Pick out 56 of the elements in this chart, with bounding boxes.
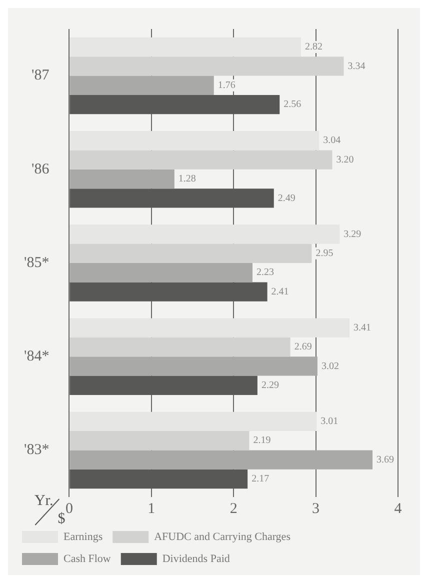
y-axis-title: Yr. — [34, 493, 54, 509]
data-label: 3.20 — [336, 154, 354, 166]
x-tick-label: 2 — [230, 500, 238, 517]
bar — [70, 282, 268, 302]
legend-label: Cash Flow — [64, 552, 111, 565]
data-label: 3.69 — [376, 454, 394, 466]
y-tick-label: '87 — [32, 68, 50, 84]
bar — [70, 337, 290, 357]
bar — [70, 56, 344, 76]
data-label: 1.76 — [218, 80, 236, 92]
bar — [70, 169, 174, 189]
bar — [70, 450, 373, 470]
data-label: 2.23 — [256, 267, 274, 278]
data-label: 3.34 — [348, 60, 366, 72]
legend-label: Dividends Paid — [162, 552, 230, 565]
bar — [70, 263, 253, 282]
data-label: 2.56 — [284, 99, 302, 110]
data-label: 3.04 — [323, 135, 341, 146]
bar — [70, 188, 274, 208]
bar — [70, 318, 350, 338]
legend-label: Earnings — [64, 530, 103, 543]
data-label: 2.17 — [252, 474, 270, 485]
y-tick-label: '84* — [24, 348, 50, 365]
bar — [70, 76, 214, 95]
x-tick-label: 0 — [65, 500, 73, 517]
x-tick-label: 4 — [394, 500, 402, 517]
bar — [70, 37, 302, 57]
y-tick-label: '85* — [24, 254, 50, 271]
bar — [70, 356, 318, 376]
bar — [70, 131, 320, 150]
data-label: 2.49 — [278, 192, 296, 204]
y-tick-label: '83* — [24, 442, 50, 458]
data-label: 2.69 — [294, 342, 312, 353]
x-tick-label: 3 — [312, 500, 320, 517]
data-label: 3.29 — [344, 228, 362, 240]
data-label: 3.41 — [354, 322, 371, 334]
y-tick-label: '86 — [32, 161, 50, 178]
bar — [70, 469, 248, 489]
data-label: 3.02 — [321, 360, 339, 372]
data-label: 2.29 — [261, 380, 279, 392]
legend-label: AFUDC and Carrying Charges — [154, 530, 290, 543]
data-label: 2.82 — [305, 42, 323, 53]
bar — [70, 150, 332, 170]
x-tick-label: 1 — [148, 500, 156, 517]
bar — [70, 94, 280, 114]
data-label: 3.01 — [320, 416, 338, 428]
data-label: 1.28 — [178, 174, 196, 185]
data-label: 2.95 — [316, 248, 334, 260]
bar — [70, 376, 258, 395]
data-label: 2.19 — [253, 435, 271, 446]
x-axis-title: $ — [58, 511, 66, 527]
data-label: 2.41 — [271, 286, 289, 298]
bar — [70, 431, 250, 450]
bar — [70, 244, 312, 263]
bar — [70, 412, 317, 432]
bar — [70, 224, 340, 244]
